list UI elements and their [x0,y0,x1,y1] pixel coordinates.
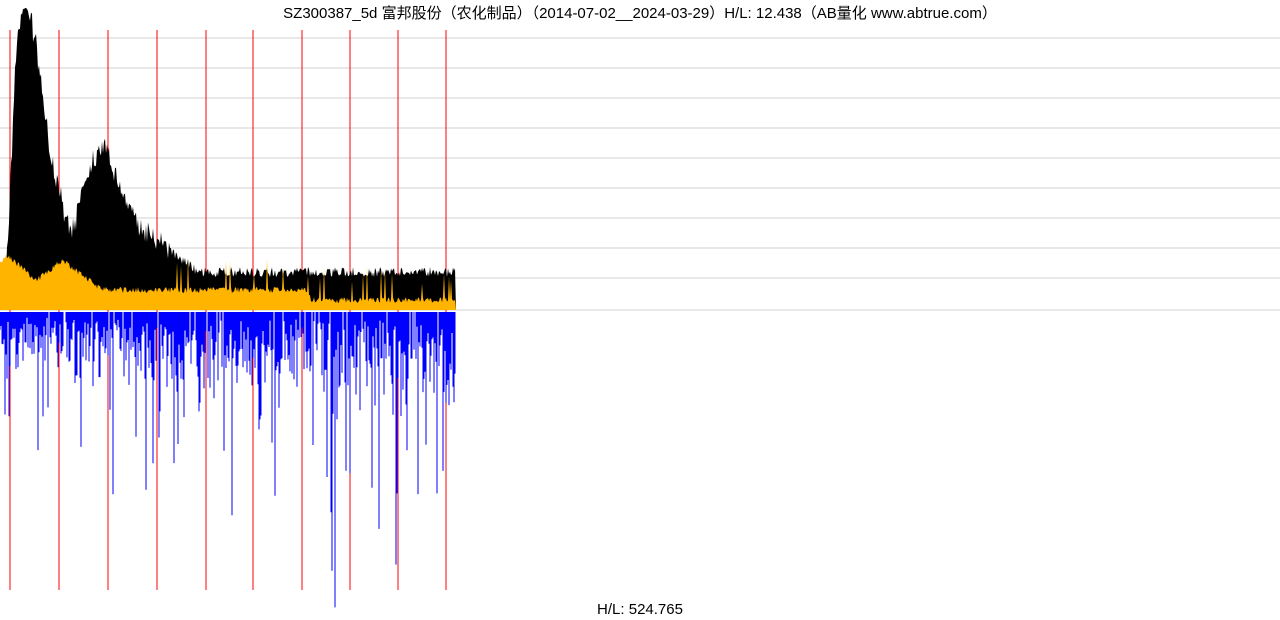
volume-bars-blue [0,312,455,607]
chart-svg [0,0,1280,620]
chart-container: SZ300387_5d 富邦股份（农化制品）（2014-07-02__2024-… [0,0,1280,620]
grid-lines [0,38,1280,310]
chart-footer: H/L: 524.765 [0,601,1280,618]
